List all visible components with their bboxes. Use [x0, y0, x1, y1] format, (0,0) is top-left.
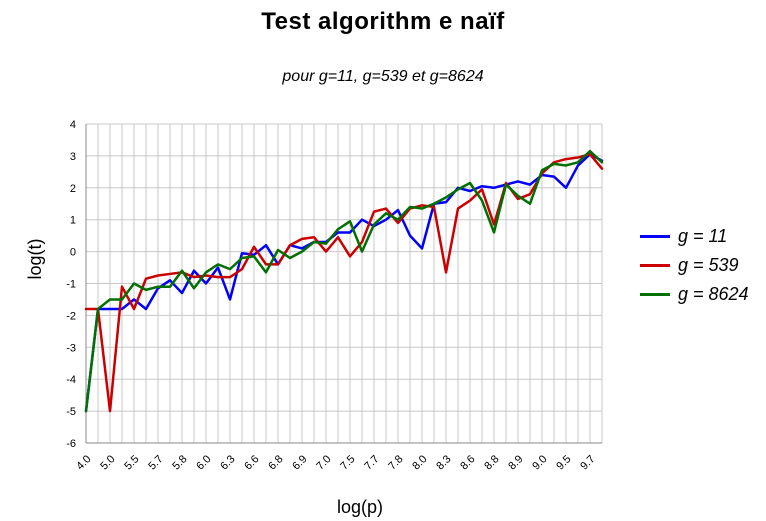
x-axis-label: log(p)	[336, 497, 384, 517]
series-line-2	[84, 149, 604, 413]
x-tick-label: 8.6	[458, 453, 477, 472]
x-tick-label: 6.0	[194, 453, 213, 472]
legend-swatch	[640, 293, 670, 296]
chart-title: Test algorithm e naïf	[261, 8, 505, 35]
y-axis-label: log(t)	[25, 238, 45, 280]
y-tick-label: 4	[70, 119, 76, 131]
series-lines	[84, 149, 604, 413]
x-tick-label: 8.8	[482, 453, 501, 472]
legend-item-g11: g = 11	[640, 222, 749, 251]
series-line-0	[84, 153, 604, 413]
x-tick-label: 6.8	[266, 453, 285, 472]
y-tick-labels: -6 -5 -4 -3 -2 -1 0 1 2 3 4	[66, 119, 76, 450]
y-tick-label: -2	[66, 310, 76, 322]
x-tick-label: 6.9	[290, 453, 309, 472]
legend-swatch	[640, 264, 670, 267]
axes	[85, 124, 602, 444]
x-tick-label: 7.5	[338, 453, 357, 472]
y-tick-label: 3	[70, 151, 76, 163]
x-tick-label: 6.3	[218, 453, 237, 472]
y-tick-label: -6	[66, 438, 76, 450]
y-tick-label: 0	[70, 247, 76, 259]
x-tick-label: 9.0	[530, 453, 549, 472]
y-tick-label: 2	[70, 183, 76, 195]
x-tick-label: 4.0	[74, 453, 93, 472]
x-tick-label: 5.5	[122, 453, 141, 472]
y-tick-label: -4	[66, 374, 76, 386]
legend: g = 11 g = 539 g = 8624	[640, 222, 749, 309]
x-tick-label: 5.7	[146, 453, 165, 472]
y-tick-label: -1	[66, 279, 76, 291]
legend-label: g = 8624	[678, 284, 749, 304]
legend-label: g = 539	[678, 255, 739, 275]
legend-item-g539: g = 539	[640, 251, 749, 280]
x-tick-label: 8.9	[506, 453, 525, 472]
chart-subtitle: pour g=11, g=539 et g=8624	[282, 68, 484, 85]
x-tick-label: 7.7	[362, 453, 381, 472]
y-tick-label: -3	[66, 342, 76, 354]
x-tick-label: 5.0	[98, 453, 117, 472]
x-tick-label: 9.7	[578, 453, 597, 472]
x-tick-labels: 4.0 5.0 5.5 5.7 5.8 6.0 6.3 6.6 6.8 6.9 7.0 7.5 7.7 7…	[74, 453, 597, 472]
y-tick-label: -5	[66, 406, 76, 418]
x-tick-label: 8.3	[434, 453, 453, 472]
legend-item-g8624: g = 8624	[640, 280, 749, 309]
y-tick-label: 1	[70, 215, 76, 227]
legend-label: g = 11	[678, 226, 728, 246]
x-tick-label: 7.0	[314, 453, 333, 472]
x-tick-label: 9.5	[554, 453, 573, 472]
x-tick-label: 5.8	[170, 453, 189, 472]
series-line-1	[84, 153, 604, 413]
x-tick-label: 7.8	[386, 453, 405, 472]
x-tick-label: 6.6	[242, 453, 261, 472]
legend-swatch	[640, 235, 670, 238]
x-tick-label: 8.0	[410, 453, 429, 472]
